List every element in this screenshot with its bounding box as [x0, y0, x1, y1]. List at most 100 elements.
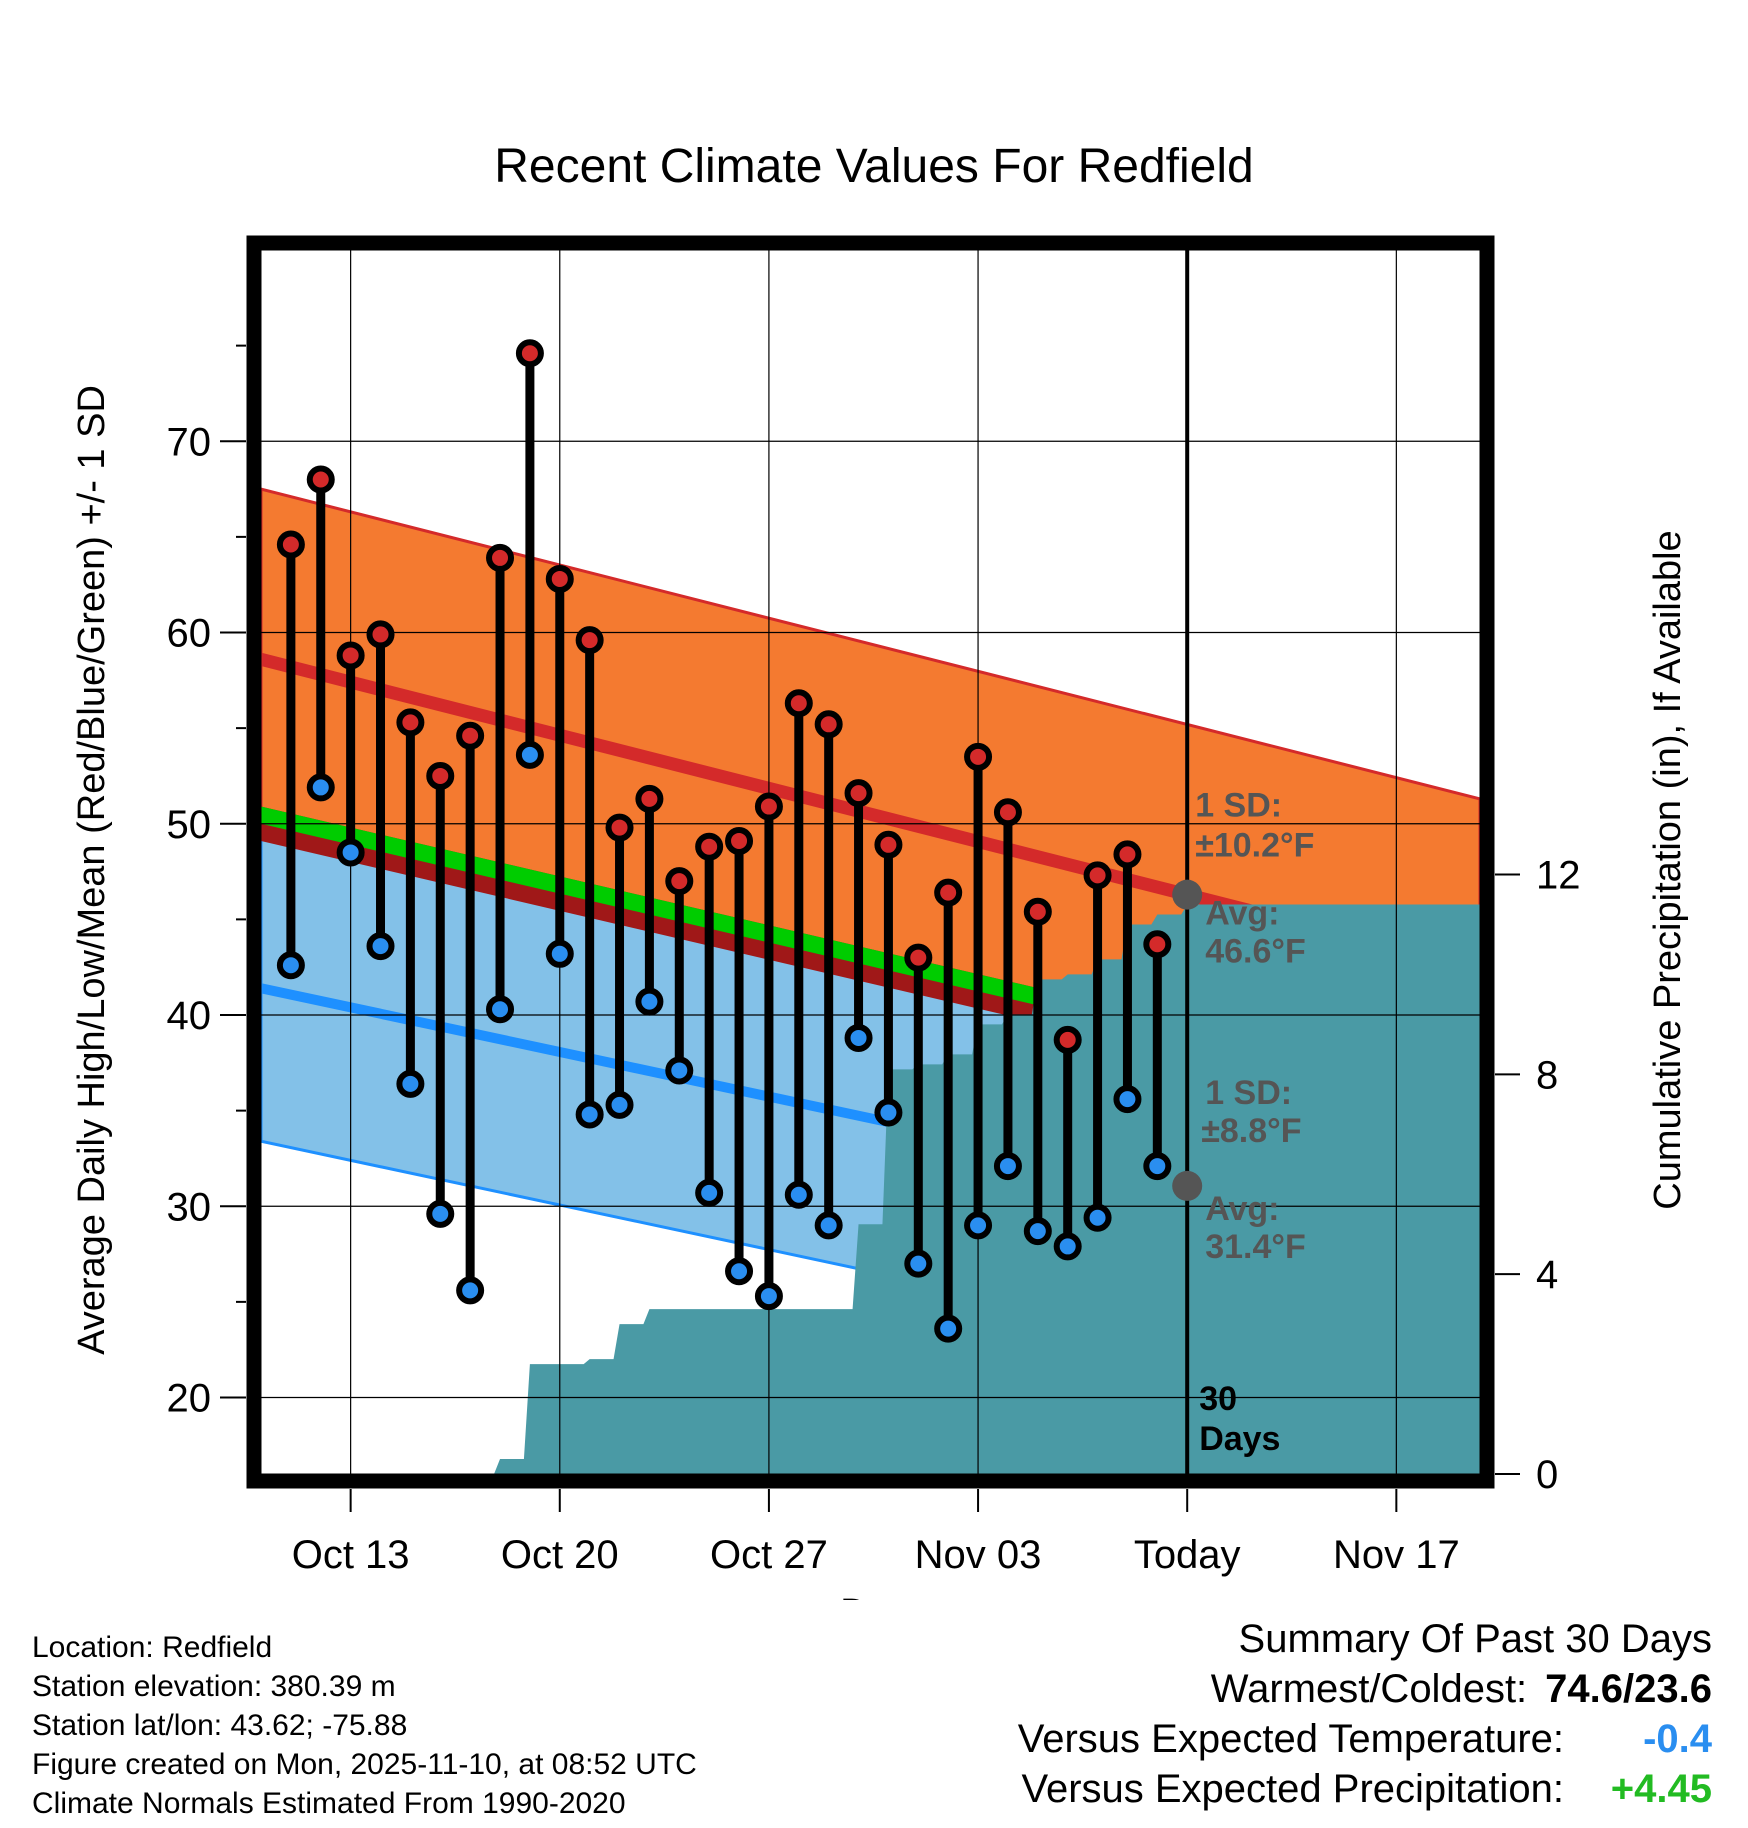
daily-high-dot — [515, 339, 544, 368]
high-sd-value: ±10.2°F — [1195, 827, 1314, 865]
precip-area — [261, 904, 1480, 1474]
daily-high-dot — [1113, 840, 1142, 869]
x-tick-label: Oct 13 — [292, 1533, 410, 1577]
low-sd-label: 1 SD: — [1205, 1074, 1292, 1112]
daily-high-dot — [904, 943, 933, 972]
footer-info: Location: Redfield Station elevation: 38… — [32, 1628, 697, 1823]
warm-cold-value: 74.6/23.6 — [1545, 1667, 1712, 1711]
daily-low-dot — [695, 1178, 724, 1207]
x-tick-label: Nov 17 — [1333, 1533, 1460, 1577]
y-tick-label: 50 — [167, 803, 212, 847]
daily-high-dot — [605, 813, 634, 842]
daily-high-dot — [276, 530, 305, 559]
summary-temp: Versus Expected Temperature: -0.4 — [1018, 1714, 1712, 1764]
y2-axis-label: Cumulative Precipitation (in), If Availa… — [1647, 530, 1689, 1209]
temp-value: -0.4 — [1643, 1717, 1712, 1761]
y-tick-label: 60 — [167, 612, 212, 656]
x-tick-label: Oct 27 — [710, 1533, 828, 1577]
daily-low-dot — [306, 773, 335, 802]
x-tick-label: Today — [1134, 1533, 1241, 1577]
daily-low-dot — [336, 838, 365, 867]
daily-high-dot — [426, 761, 455, 790]
days-label: Days — [1199, 1420, 1280, 1458]
y2-tick-label: 12 — [1536, 853, 1581, 897]
daily-high-dot — [486, 543, 515, 572]
summary-panel: Summary Of Past 30 Days Warmest/Coldest:… — [1018, 1614, 1712, 1814]
daily-low-dot — [934, 1314, 963, 1343]
daily-high-dot — [396, 708, 425, 737]
today-high-avg-dot — [1172, 879, 1203, 910]
daily-low-dot — [456, 1276, 485, 1305]
y-tick-label: 30 — [167, 1185, 212, 1229]
footer-elevation: Station elevation: 380.39 m — [32, 1670, 396, 1703]
high-avg-value: 46.6°F — [1205, 933, 1306, 971]
daily-high-dot — [844, 779, 873, 808]
daily-low-dot — [665, 1056, 694, 1085]
low-avg-label: Avg: — [1205, 1190, 1279, 1228]
daily-low-dot — [964, 1211, 993, 1240]
daily-high-dot — [874, 830, 903, 859]
daily-high-dot — [964, 742, 993, 771]
daily-high-dot — [545, 564, 574, 593]
daily-low-dot — [1023, 1217, 1052, 1246]
footer-location: Location: Redfield — [32, 1631, 273, 1664]
daily-high-dot — [635, 784, 664, 813]
temp-label: Versus Expected Temperature: — [1017, 1717, 1564, 1761]
plot-clipped-group — [261, 250, 1480, 1474]
daily-low-dot — [276, 951, 305, 980]
daily-low-dot — [426, 1199, 455, 1228]
high-sd-label: 1 SD: — [1195, 787, 1282, 825]
daily-low-dot — [844, 1023, 873, 1052]
days-value: 30 — [1199, 1380, 1237, 1418]
footer-latlon: Station lat/lon: 43.62; -75.88 — [32, 1709, 408, 1742]
x-tick-label: Nov 03 — [915, 1533, 1042, 1577]
daily-high-dot — [1053, 1025, 1082, 1054]
footer-normals: Climate Normals Estimated From 1990-2020 — [32, 1787, 626, 1820]
daily-high-dot — [725, 826, 754, 855]
daily-low-dot — [1053, 1232, 1082, 1261]
daily-low-dot — [545, 939, 574, 968]
y2-tick-label: 0 — [1536, 1453, 1558, 1497]
low-avg-value: 31.4°F — [1205, 1228, 1306, 1266]
y2-tick-label: 8 — [1536, 1053, 1558, 1097]
daily-high-dot — [784, 689, 813, 718]
daily-low-dot — [575, 1100, 604, 1129]
daily-low-dot — [396, 1069, 425, 1098]
summary-title: Summary Of Past 30 Days — [1238, 1617, 1712, 1661]
today-low-avg-dot — [1172, 1170, 1203, 1201]
summary-precip: Versus Expected Precipitation: +4.45 — [1018, 1764, 1712, 1814]
daily-high-dot — [665, 867, 694, 896]
daily-low-dot — [605, 1090, 634, 1119]
low-sd-value: ±8.8°F — [1201, 1112, 1301, 1150]
x-axis-label: Day — [840, 1592, 908, 1600]
daily-high-dot — [934, 878, 963, 907]
daily-low-dot — [635, 987, 664, 1016]
daily-high-dot — [1143, 930, 1172, 959]
warm-cold-label: Warmest/Coldest: — [1210, 1667, 1528, 1711]
y-tick-label: 40 — [167, 994, 212, 1038]
daily-high-dot — [1083, 861, 1112, 890]
daily-high-dot — [695, 832, 724, 861]
plot-frame — [246, 235, 1495, 1489]
daily-high-dot — [366, 620, 395, 649]
daily-high-dot — [754, 792, 783, 821]
daily-low-dot — [486, 995, 515, 1024]
daily-low-dot — [993, 1152, 1022, 1181]
daily-high-dot — [575, 626, 604, 655]
high-avg-label: Avg: — [1205, 895, 1279, 933]
daily-high-dot — [993, 798, 1022, 827]
daily-low-dot — [1083, 1203, 1112, 1232]
daily-high-dot — [456, 721, 485, 750]
daily-low-dot — [754, 1282, 783, 1311]
daily-low-dot — [1113, 1085, 1142, 1114]
daily-high-dot — [1023, 897, 1052, 926]
summary-warm-cold: Warmest/Coldest: 74.6/23.6 — [1018, 1664, 1712, 1714]
daily-high-dot — [336, 641, 365, 670]
daily-low-dot — [725, 1257, 754, 1286]
y-tick-label: 20 — [167, 1377, 212, 1421]
daily-high-dot — [814, 710, 843, 739]
x-tick-label: Oct 20 — [501, 1533, 619, 1577]
precip-label: Versus Expected Precipitation: — [1021, 1767, 1564, 1811]
daily-high-dot — [306, 465, 335, 494]
